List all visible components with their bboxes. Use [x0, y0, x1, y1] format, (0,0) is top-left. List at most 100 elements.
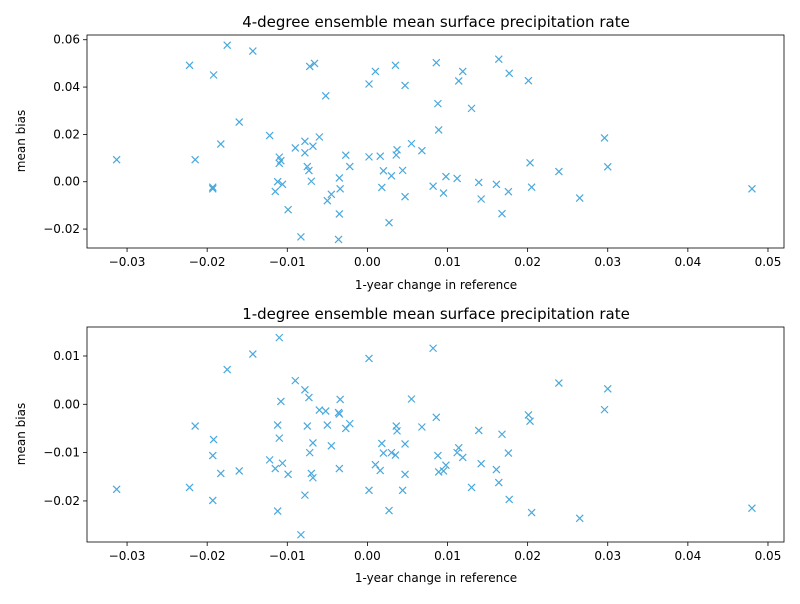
- x-tick-label: 0.02: [514, 255, 541, 269]
- x-axis-ticks: −0.03 −0.02 −0.01 0.00 0.01 0.02 0.03 0.04 0.05: [109, 542, 782, 563]
- scatter-point: [223, 41, 232, 50]
- scatter-point: [527, 183, 536, 192]
- scatter-point: [345, 419, 354, 428]
- scatter-point: [401, 470, 409, 479]
- scatter-point: [275, 434, 284, 443]
- x-tick-label: 0.00: [354, 549, 381, 563]
- scatter-point: [291, 143, 300, 152]
- scatter-point: [185, 483, 194, 492]
- scatter-point: [575, 514, 584, 523]
- scatter-point: [603, 384, 612, 393]
- scatter-point: [385, 218, 393, 227]
- scatter-point: [379, 449, 388, 458]
- scatter-point: [379, 166, 388, 175]
- x-tick-label: −0.03: [109, 549, 146, 563]
- scatter-point: [308, 473, 317, 482]
- scatter-point: [398, 166, 407, 175]
- scatter-point: [365, 486, 373, 495]
- scatter-point: [474, 426, 483, 435]
- x-tick-label: 0.01: [434, 549, 461, 563]
- plot-frame: [86, 326, 785, 543]
- scatter-point: [393, 145, 401, 154]
- scatter-point: [417, 423, 426, 431]
- scatter-point: [336, 395, 345, 404]
- scatter-point: [467, 104, 476, 113]
- y-axis-ticks: −0.02 −0.01 0.00 0.01: [43, 349, 87, 508]
- scatter-point: [323, 421, 332, 430]
- scatter-point: [371, 67, 380, 76]
- scatter-point: [276, 156, 285, 165]
- scatter-point: [209, 71, 218, 79]
- scatter-point: [554, 379, 563, 387]
- chart-title: 1-degree ensemble mean surface precipita…: [242, 305, 630, 323]
- scatter-point: [492, 180, 501, 189]
- scatter-point: [265, 455, 274, 464]
- x-tick-label: −0.01: [269, 255, 306, 269]
- scatter-point: [365, 354, 373, 363]
- scatter-point: [391, 61, 400, 70]
- scatter-point: [401, 81, 409, 90]
- scatter-point: [467, 483, 476, 492]
- scatter-point: [432, 58, 441, 67]
- x-tick-label: 0.03: [594, 549, 621, 563]
- scatter-point: [387, 448, 396, 457]
- scatter-point: [112, 155, 121, 164]
- scatter-point: [429, 182, 438, 191]
- x-tick-label: −0.03: [109, 255, 146, 269]
- scatter-point: [235, 467, 244, 475]
- scatter-point: [276, 397, 285, 406]
- scatter-point: [307, 469, 316, 478]
- scatter-point: [335, 174, 344, 182]
- scatter-point: [327, 190, 336, 199]
- x-axis-label: 1-year change in reference: [355, 571, 517, 585]
- scatter-point: [191, 155, 200, 164]
- scatter-point: [527, 508, 536, 517]
- x-tick-label: −0.02: [189, 255, 226, 269]
- scatter-point: [494, 55, 503, 64]
- scatter-point: [308, 142, 317, 151]
- scatter-point: [191, 422, 200, 430]
- scatter-point: [315, 133, 324, 141]
- y-axis-label: mean bias: [14, 110, 28, 172]
- scatter-point: [323, 196, 332, 205]
- y-tick-label: −0.02: [43, 222, 80, 236]
- x-axis-label: 1-year change in reference: [355, 278, 517, 292]
- scatter-point: [334, 235, 343, 244]
- x-tick-label: −0.01: [269, 549, 306, 563]
- scatter-point: [505, 495, 514, 504]
- scatter-point: [216, 469, 225, 478]
- scatter-point: [376, 152, 385, 161]
- y-tick-label: 0.00: [53, 397, 80, 411]
- scatter-point: [393, 426, 401, 435]
- y-axis-label: mean bias: [14, 403, 28, 465]
- scatter-point: [208, 451, 217, 460]
- scatter-point: [307, 177, 316, 186]
- scatter-point: [208, 496, 217, 505]
- scatter-point: [321, 91, 330, 100]
- scatter-point: [441, 172, 450, 181]
- scatter-point: [391, 451, 400, 459]
- scatter-point: [284, 470, 293, 479]
- x-tick-label: 0.05: [755, 549, 782, 563]
- scatter-point: [526, 417, 534, 426]
- scatter-point: [335, 464, 344, 473]
- scatter-point: [321, 407, 330, 415]
- chart-1-degree: 1-degree ensemble mean surface precipita…: [14, 305, 785, 585]
- scatter-point: [454, 443, 463, 452]
- scatter-point: [432, 413, 441, 422]
- scatter-point: [498, 209, 506, 218]
- scatter-point: [185, 61, 194, 70]
- scatter-point: [296, 530, 305, 539]
- scatter-point: [524, 411, 533, 419]
- scatter-point: [273, 507, 282, 516]
- scatter-point: [273, 177, 282, 186]
- scatter-point: [401, 192, 409, 201]
- scatter-point: [492, 465, 501, 474]
- scatter-point: [305, 62, 314, 71]
- scatter-point: [505, 69, 514, 78]
- y-tick-label: −0.02: [43, 494, 80, 508]
- scatter-point: [477, 459, 486, 468]
- scatter-point: [209, 435, 218, 444]
